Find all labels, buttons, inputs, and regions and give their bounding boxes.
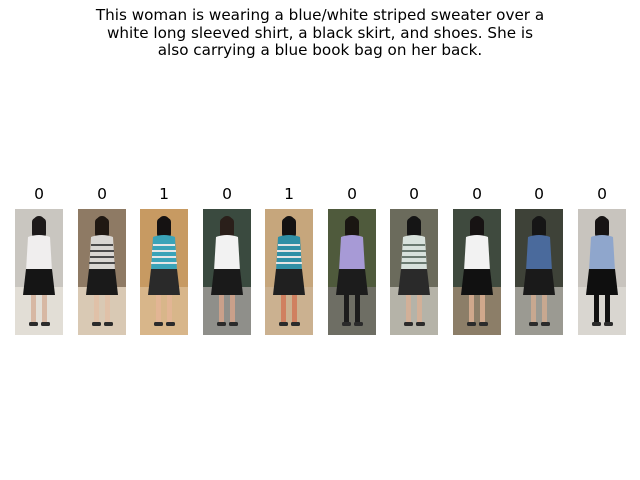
person-image — [390, 209, 438, 335]
gallery-item: 0 — [203, 184, 251, 335]
gallery-item: 0 — [328, 184, 376, 335]
gallery-item: 1 — [265, 184, 313, 335]
match-label: 0 — [534, 185, 544, 203]
gallery-item: 0 — [15, 184, 63, 335]
person-image — [140, 209, 188, 335]
gallery-item: 0 — [578, 184, 626, 335]
match-label: 1 — [159, 185, 169, 203]
match-label: 0 — [34, 185, 44, 203]
gallery-item: 0 — [78, 184, 126, 335]
caption-line: also carrying a blue book bag on her bac… — [157, 41, 483, 59]
caption: This woman is wearing a blue/white strip… — [40, 6, 600, 60]
match-label: 1 — [284, 185, 294, 203]
match-label: 0 — [597, 185, 607, 203]
match-label: 0 — [222, 185, 232, 203]
person-image — [515, 209, 563, 335]
match-label: 0 — [347, 185, 357, 203]
gallery-item: 0 — [390, 184, 438, 335]
match-label: 0 — [97, 185, 107, 203]
person-image — [328, 209, 376, 335]
person-image — [578, 209, 626, 335]
match-label: 0 — [472, 185, 482, 203]
person-image — [15, 209, 63, 335]
person-image — [203, 209, 251, 335]
person-image — [453, 209, 501, 335]
gallery-item: 0 — [453, 184, 501, 335]
person-image — [78, 209, 126, 335]
gallery-item: 1 — [140, 184, 188, 335]
person-image — [265, 209, 313, 335]
match-label: 0 — [409, 185, 419, 203]
caption-line: white long sleeved shirt, a black skirt,… — [107, 23, 533, 42]
caption-line: This woman is wearing a blue/white strip… — [95, 6, 545, 24]
gallery-item: 0 — [515, 184, 563, 335]
